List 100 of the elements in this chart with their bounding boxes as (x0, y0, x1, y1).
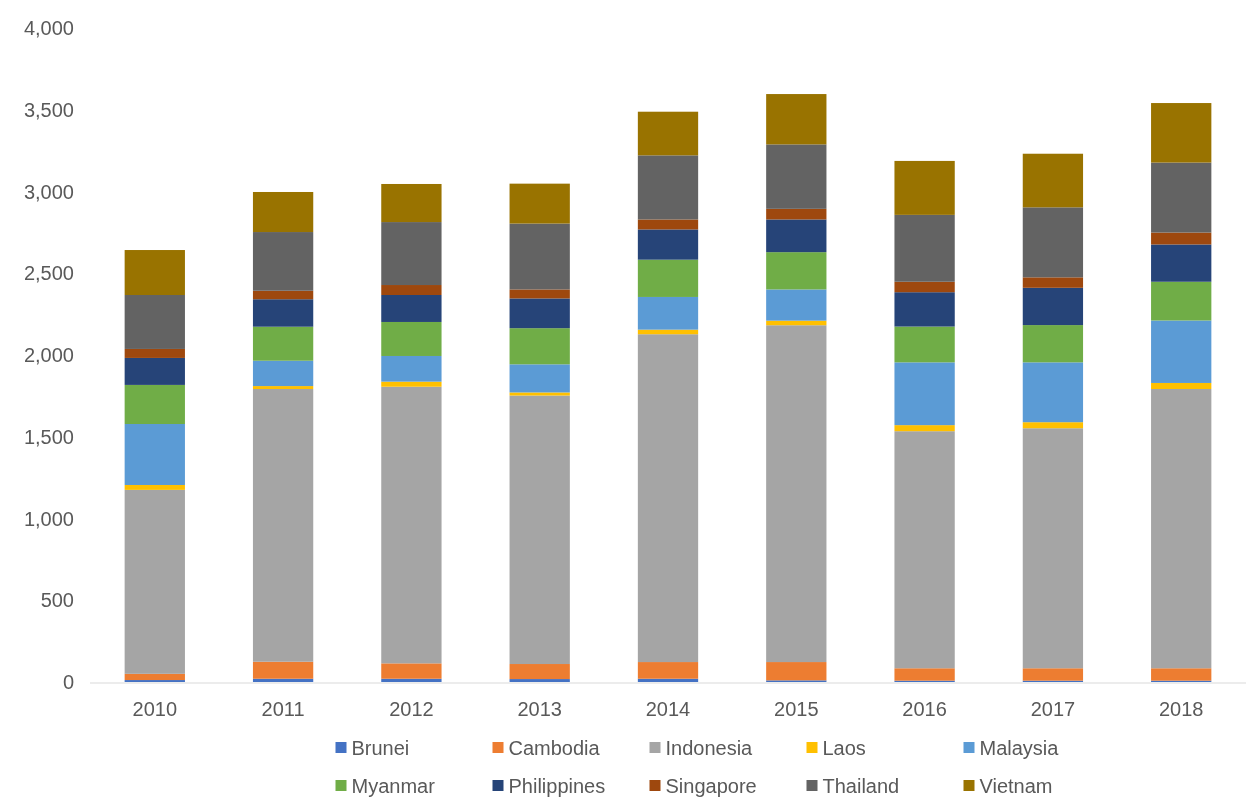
bar (381, 222, 442, 286)
bar (637, 259, 699, 297)
bar (1151, 244, 1212, 282)
bar (509, 392, 570, 396)
bar (509, 183, 570, 224)
bar (252, 191, 314, 233)
bar (766, 325, 827, 663)
bar (637, 155, 699, 220)
bar (637, 334, 699, 663)
bar (894, 281, 955, 293)
legend-label: Philippines (508, 775, 606, 797)
bar (252, 661, 314, 679)
y-tick-label: 2,000 (23, 344, 74, 366)
bar (124, 484, 185, 490)
y-tick-label: 0 (62, 671, 74, 693)
bar (124, 295, 185, 349)
bar (509, 289, 570, 299)
bar (509, 664, 570, 680)
bar (1151, 382, 1212, 390)
legend-label: Indonesia (665, 737, 754, 759)
x-tick-label: 2015 (774, 698, 819, 720)
y-tick-label: 2,500 (23, 262, 74, 285)
bar (766, 144, 827, 209)
y-tick-label: 3,000 (23, 180, 74, 203)
bar (1022, 422, 1084, 429)
bar (637, 219, 699, 230)
bar (1022, 153, 1084, 208)
x-tick-label: 2010 (132, 698, 178, 720)
bar (1022, 277, 1084, 288)
bar (894, 668, 955, 681)
bar (1151, 162, 1212, 233)
bar (1022, 207, 1084, 278)
bar (894, 425, 955, 432)
bar (124, 673, 185, 681)
bar (766, 289, 827, 321)
legend-label: Vietnam (979, 775, 1053, 797)
bar (509, 223, 570, 290)
bar (124, 250, 185, 295)
bar (766, 219, 827, 253)
bar (252, 290, 314, 300)
bar (894, 362, 955, 426)
y-tick-label: 3,500 (23, 98, 74, 121)
bar (637, 296, 699, 330)
bar (381, 183, 442, 223)
bar (894, 292, 955, 327)
bar (894, 431, 955, 669)
bar (637, 662, 699, 679)
legend-label: Thailand (822, 775, 900, 797)
bar (509, 298, 570, 329)
bar (509, 328, 570, 365)
legend-label: Malaysia (979, 737, 1060, 759)
bar (637, 678, 699, 682)
x-tick-label: 2018 (1158, 698, 1204, 720)
bar (1022, 287, 1084, 326)
bar (381, 321, 442, 356)
bar (637, 111, 699, 156)
legend-label: Brunei (351, 737, 410, 759)
bar (252, 326, 314, 361)
bar (509, 364, 570, 393)
y-tick-label: 1,500 (23, 425, 74, 448)
bar (1151, 103, 1212, 163)
bar (381, 295, 442, 322)
bar (252, 678, 314, 682)
bar (1022, 362, 1084, 423)
bar (124, 357, 185, 385)
bar (894, 160, 955, 215)
bar (124, 384, 185, 424)
legend-label: Cambodia (508, 737, 601, 759)
x-tick-label: 2016 (902, 698, 947, 720)
x-tick-label: 2017 (1030, 698, 1076, 720)
bar (124, 489, 185, 674)
x-tick-label: 2014 (645, 698, 691, 720)
bar (252, 389, 314, 662)
y-tick-label: 4,000 (23, 17, 74, 39)
bar (894, 326, 955, 363)
bar (381, 381, 442, 387)
bar (381, 663, 442, 679)
y-tick-label: 1,000 (23, 507, 74, 530)
bar (1151, 281, 1212, 321)
bar (252, 386, 314, 390)
x-tick-label: 2012 (389, 698, 434, 720)
bar (1151, 389, 1212, 669)
bar (124, 348, 185, 358)
bar (509, 395, 570, 665)
y-tick-label: 500 (40, 589, 74, 612)
bar (381, 355, 442, 382)
bar (1022, 428, 1084, 669)
bar (766, 94, 827, 145)
bar (1022, 668, 1084, 681)
bar (766, 662, 827, 681)
bar (637, 229, 699, 260)
bar (381, 285, 442, 295)
legend-label: Singapore (665, 775, 757, 797)
bar (1151, 320, 1212, 383)
bar (381, 386, 442, 664)
legend-label: Laos (822, 737, 866, 759)
bar (252, 232, 314, 291)
bar (124, 424, 185, 485)
bar (894, 214, 955, 282)
x-tick-label: 2011 (261, 698, 305, 720)
